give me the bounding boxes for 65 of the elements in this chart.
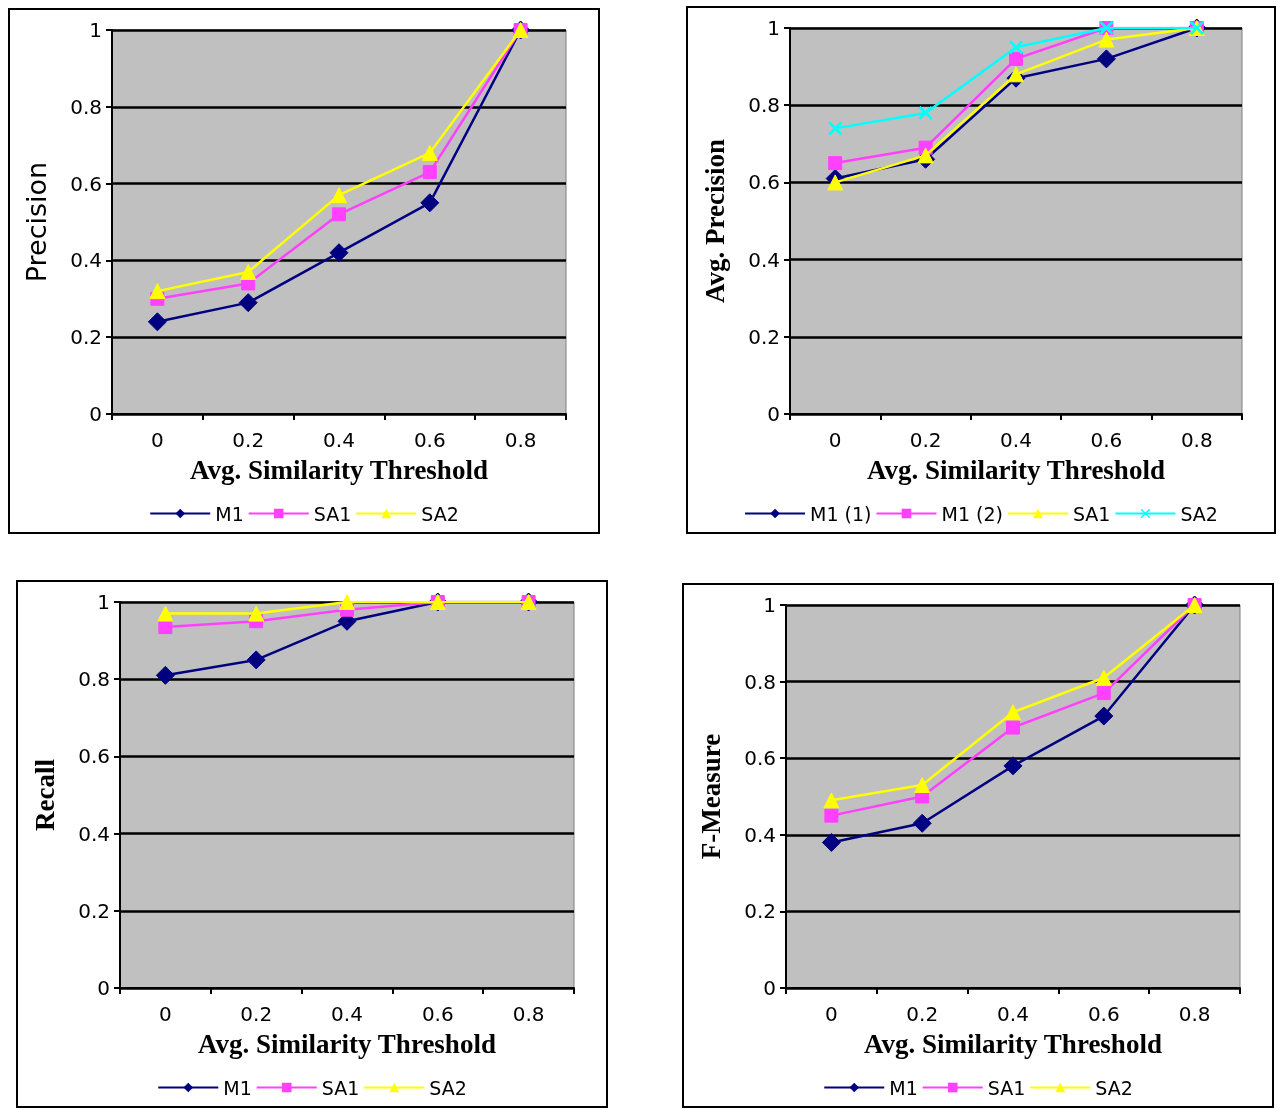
x-tick-label: 0.6	[1087, 1002, 1120, 1026]
legend-label: SA1	[1072, 502, 1111, 525]
y-axis-title: Avg. Precision	[699, 139, 730, 303]
x-axis-title: Avg. Similarity Threshold	[867, 454, 1165, 485]
x-tick-label: 0.4	[323, 428, 355, 452]
y-tick-label: 0	[767, 402, 780, 426]
y-tick-label: 1	[89, 18, 102, 42]
legend-label: SA2	[1180, 502, 1218, 525]
x-tick-label: 0.4	[1000, 428, 1032, 452]
x-axis-title: Avg. Similarity Threshold	[198, 1028, 496, 1059]
y-tick-label: 0.4	[70, 248, 102, 273]
x-tick-label: 0.2	[909, 428, 942, 452]
y-tick-label: 0.2	[748, 324, 780, 349]
y-axis-title: Recall	[29, 758, 60, 831]
legend-label: M1	[889, 1076, 918, 1099]
x-tick-label: 0	[825, 1002, 838, 1026]
y-tick-label: 0.4	[748, 247, 780, 272]
y-tick-label: 0.6	[744, 746, 776, 771]
legend-label: M1	[215, 502, 244, 525]
legend-label: M1 (2)	[941, 502, 1003, 525]
legend-label: SA2	[421, 502, 459, 525]
legend-label: SA2	[1095, 1076, 1133, 1099]
x-tick-label: 0.4	[997, 1002, 1029, 1026]
x-tick-label: 0.6	[1090, 428, 1123, 452]
y-tick-label: 0	[763, 976, 776, 1000]
x-tick-label: 0	[151, 428, 164, 452]
y-tick-label: 0.8	[78, 667, 110, 692]
y-tick-label: 0.2	[744, 899, 776, 924]
y-tick-label: 0.8	[748, 93, 780, 118]
y-tick-label: 1	[763, 593, 776, 617]
legend-label: SA1	[313, 502, 352, 525]
x-axis-title: Avg. Similarity Threshold	[190, 454, 488, 485]
y-tick-label: 1	[767, 16, 780, 40]
y-tick-label: 0.6	[78, 744, 110, 769]
x-tick-label: 0	[159, 1002, 172, 1026]
legend-label: M1 (1)	[810, 502, 872, 525]
x-tick-label: 0.2	[232, 428, 265, 452]
x-tick-label: 0.8	[504, 428, 537, 452]
y-tick-label: 0.2	[78, 898, 110, 923]
x-tick-label: 0.4	[331, 1002, 363, 1026]
y-tick-label: 0.8	[70, 94, 102, 119]
x-tick-label: 0.8	[1178, 1002, 1211, 1026]
x-tick-label: 0.6	[413, 428, 446, 452]
x-axis-title: Avg. Similarity Threshold	[864, 1028, 1162, 1059]
x-tick-label: 0.8	[1180, 428, 1213, 452]
y-axis-title: Precision	[21, 161, 52, 283]
y-tick-label: 0.4	[744, 822, 776, 847]
y-tick-label: 0.8	[744, 669, 776, 694]
legend-label: M1	[223, 1076, 252, 1099]
x-tick-label: 0.2	[906, 1002, 939, 1026]
y-tick-label: 0	[97, 976, 110, 1000]
y-axis-title: F-Measure	[695, 733, 726, 860]
y-tick-label: 0.4	[78, 821, 110, 846]
x-tick-label: 0.8	[512, 1002, 545, 1026]
legend-label: SA1	[987, 1076, 1026, 1099]
legend-label: SA1	[321, 1076, 360, 1099]
y-tick-label: 1	[97, 590, 110, 614]
y-tick-label: 0.6	[70, 171, 102, 196]
x-tick-label: 0.2	[240, 1002, 273, 1026]
y-tick-label: 0.6	[748, 170, 780, 195]
legend-label: SA2	[429, 1076, 467, 1099]
y-tick-label: 0	[89, 402, 102, 426]
y-tick-label: 0.2	[70, 325, 102, 350]
x-tick-label: 0.6	[421, 1002, 454, 1026]
x-tick-label: 0	[828, 428, 842, 452]
